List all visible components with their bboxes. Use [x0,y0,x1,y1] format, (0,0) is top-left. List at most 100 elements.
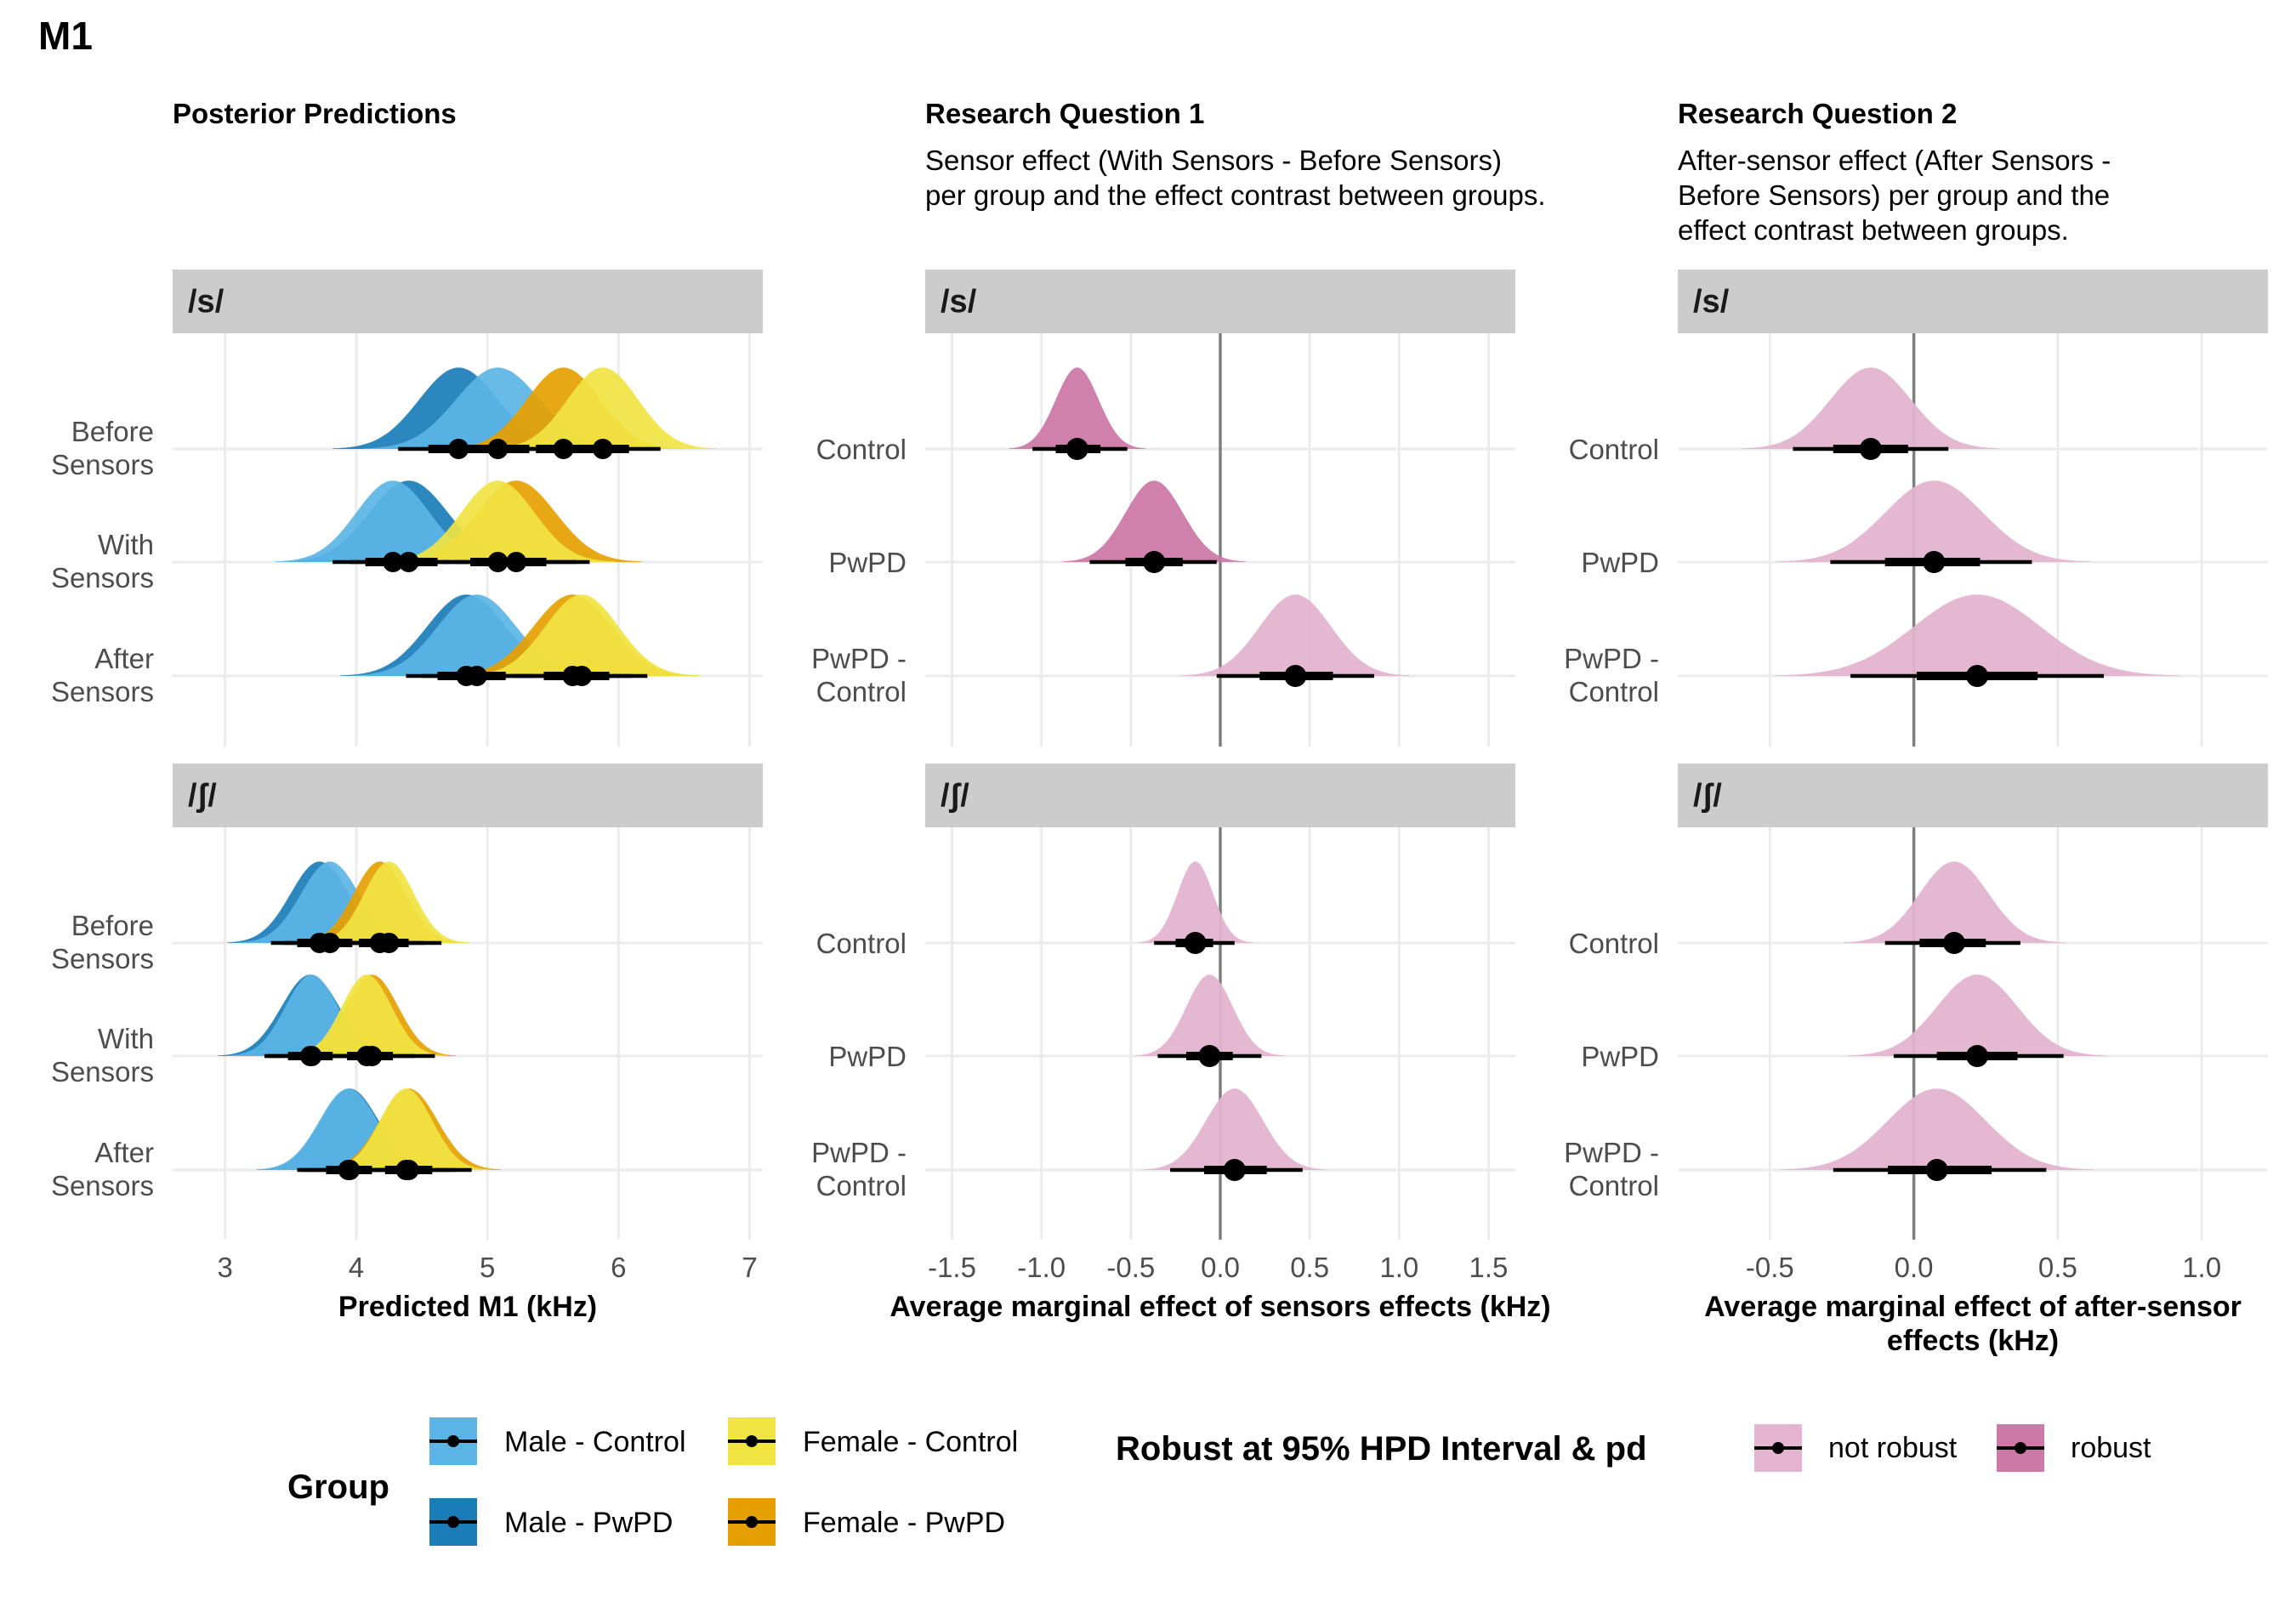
y-axis-label: Before [71,910,154,941]
row-pwpd-control [1774,594,2180,687]
facet-strip-label: /s/ [188,284,224,320]
x-tick-label: 1.5 [1469,1252,1509,1283]
row-with-sensors [275,480,643,572]
row-pwpd [1848,974,2106,1067]
y-axis-label: Control [816,928,906,959]
col2-title: Research Question 1 [925,98,1204,129]
y-axis-label: Control [816,1170,906,1201]
y-axis-label: Before [71,416,154,447]
density-shape [1742,367,2000,449]
y-axis-label: Sensors [51,1056,154,1087]
robust-legend-title: Robust at 95% HPD Interval & pd [1116,1430,1647,1468]
row-pwpd-control [1180,594,1410,687]
col1-title: Posterior Predictions [173,98,457,129]
x-tick-label: -0.5 [1106,1252,1155,1283]
row-pwpd [1777,480,2091,573]
median-point [338,1160,359,1180]
col2-subtitle-line1: Sensor effect (With Sensors - Before Sen… [925,145,1502,176]
col3-subtitle-line3: effect contrast between groups. [1678,214,2069,246]
x-tick-label: 0.5 [1290,1252,1329,1283]
x-axis-title: Average marginal effect of after-sensor [1704,1291,2242,1323]
row-control [1742,367,2000,460]
legend-point [1772,1442,1784,1454]
median-point [378,933,400,953]
median-point [1942,932,1965,954]
legend-label-female-control: Female - Control [803,1426,1018,1458]
row-pwpd [1134,974,1284,1067]
y-axis-label: Control [1569,676,1659,707]
y-axis-label: Sensors [51,562,154,593]
legend-key-male-pwpd [429,1498,477,1546]
median-point [571,666,593,686]
x-tick-label: 4 [349,1252,364,1283]
x-axis-title: Average marginal effect of sensors effec… [889,1291,1550,1323]
legend-key-robust [1997,1424,2044,1472]
legend-key-not-robust [1754,1424,1802,1472]
density-shape [1134,974,1284,1056]
row-after-sensors [340,594,700,686]
median-point [1923,551,1946,573]
median-point [1143,551,1166,573]
robust-legend: Robust at 95% HPD Interval & pd not robu… [1116,1424,2151,1472]
legend-point [746,1435,758,1447]
x-tick-label: -1.0 [1017,1252,1066,1283]
y-axis-label: Control [1569,434,1659,465]
y-axis-label: With [98,1023,154,1054]
main-title: M1 [38,14,93,58]
median-point [1966,665,1989,687]
x-tick-label: -0.5 [1746,1252,1794,1283]
density-shape [287,974,446,1056]
density-shape [464,594,700,676]
row-after-sensors [256,1088,502,1180]
y-axis-label: Control [816,434,906,465]
density-shape [1062,480,1246,562]
median-point [395,1160,417,1180]
legend-key-female-pwpd [728,1498,776,1546]
median-point [356,1046,378,1066]
legend-key-male-control [429,1417,477,1465]
median-point [592,439,613,459]
density-shape [1180,594,1410,676]
x-tick-label: 1.0 [2182,1252,2221,1283]
legend-label-male-control: Male - Control [504,1426,686,1458]
facet-strip [925,764,1515,827]
density-shape [1143,1088,1327,1170]
y-axis-label: PwPD - [1564,1137,1659,1168]
y-axis-label: PwPD - [811,1137,906,1168]
row-control [1138,861,1253,954]
facet-strip [925,270,1515,333]
y-axis-label: Sensors [51,676,154,707]
x-axis-title: effects (kHz) [1887,1325,2059,1357]
y-axis-label: PwPD [828,1041,906,1072]
y-axis-label: PwPD - [811,643,906,674]
y-axis-label: Sensors [51,943,154,974]
facet-strip [173,270,763,333]
x-tick-label: 0.5 [2038,1252,2077,1283]
median-point [1223,1159,1246,1181]
density-shape [1848,974,2106,1056]
median-point [1925,1159,1948,1181]
median-point [1066,438,1088,460]
y-axis-label: After [94,1137,154,1168]
legend-point [447,1516,459,1528]
row-control [1009,367,1146,460]
density-shape [1780,1088,2094,1170]
facet-strip-label: /s/ [1693,284,1730,320]
x-tick-label: -1.5 [928,1252,976,1283]
median-point [487,552,509,572]
facet-strip-label: /s/ [941,284,977,320]
median-point [1284,665,1307,687]
y-axis-label: Control [1569,928,1659,959]
median-point [1966,1045,1989,1067]
density-shape [309,861,469,943]
y-axis-label: After [94,643,154,674]
x-tick-label: 0.0 [1201,1252,1240,1283]
y-axis-label: PwPD [1581,1041,1659,1072]
y-axis-label: PwPD [828,547,906,578]
